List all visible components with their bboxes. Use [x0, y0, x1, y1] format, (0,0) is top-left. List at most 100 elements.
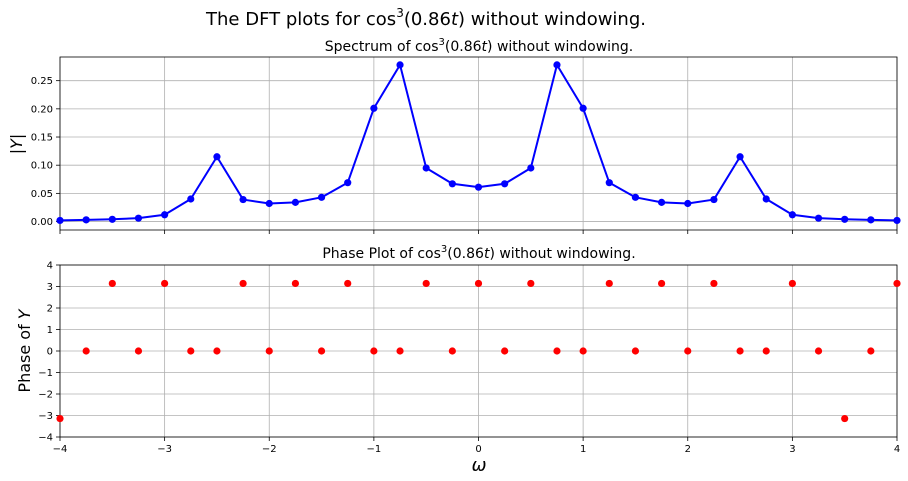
spectrum-point [631, 193, 640, 201]
phase-point [187, 347, 195, 355]
phase-point [814, 347, 823, 355]
phase-point [134, 347, 143, 355]
spectrum-point [474, 183, 483, 191]
spectrum-point [344, 179, 352, 187]
phase-point [710, 279, 718, 288]
spectrum-point [291, 198, 300, 206]
spectrum-point [605, 179, 613, 187]
spectrum-point [553, 61, 561, 69]
spectrum-point [448, 180, 456, 188]
x-tick-label: 3 [789, 444, 795, 455]
phase-point [553, 347, 561, 355]
phase-point [893, 279, 901, 288]
phase-axes: −4 −3 −2 −1 0 1 2 3 4 −4 −3 −2 −1 0 1 2 3 4 [38, 261, 900, 456]
y-tick-label: −4 [38, 433, 53, 444]
x-tick-label: −1 [367, 444, 382, 455]
spectrum-point [657, 198, 666, 206]
phase-point [422, 279, 430, 288]
spectrum-point [422, 164, 430, 172]
y-tick-label: 1 [47, 325, 53, 336]
phase-ylabel: Phase of Y [15, 308, 34, 392]
spectrum-point [213, 153, 221, 161]
x-tick-label: 4 [894, 444, 900, 455]
plot-frame [59, 264, 898, 438]
phase-point [265, 347, 273, 355]
phase-point [657, 279, 666, 288]
phase-point [841, 414, 849, 423]
phase-plot-title: Phase Plot of cos3(0.86t) without window… [322, 244, 635, 262]
y-tick-label: 0.00 [31, 217, 53, 228]
y-tick-label: 0.10 [31, 161, 53, 172]
phase-point [108, 279, 116, 288]
y-tick-label: 2 [47, 304, 53, 315]
phase-point [448, 347, 456, 355]
spectrum-point [501, 180, 509, 188]
phase-plot: Phase Plot of cos3(0.86t) without window… [15, 244, 901, 476]
spectrum-point [762, 195, 770, 203]
spectrum-point [736, 153, 744, 161]
spectrum-point [265, 199, 273, 208]
phase-point [474, 279, 483, 288]
spectrum-point [788, 211, 796, 219]
phase-point [867, 347, 875, 355]
phase-point [317, 347, 326, 355]
y-tick-label: −1 [38, 368, 53, 379]
spectrum-point [841, 215, 849, 223]
spectrum-point [82, 216, 90, 224]
spectrum-plot-title: Spectrum of cos3(0.86t) without windowin… [325, 37, 634, 55]
y-tick-label: −2 [38, 390, 53, 401]
spectrum-point [134, 214, 143, 222]
spectrum-point [814, 214, 823, 222]
y-tick-label: 3 [47, 282, 53, 293]
phase-point [56, 414, 64, 423]
spectrum-point [684, 199, 692, 208]
spectrum-point [867, 216, 875, 224]
phase-point [501, 347, 509, 355]
x-tick-label: 2 [685, 444, 691, 455]
phase-point [370, 347, 378, 355]
spectrum-plot: Spectrum of cos3(0.86t) without windowin… [7, 37, 901, 234]
x-tick-label: 0 [475, 444, 481, 455]
y-tick-label: 0.25 [31, 76, 53, 87]
spectrum-point [108, 215, 116, 223]
spectrum-point [396, 61, 404, 69]
spectrum-point [239, 195, 247, 204]
phase-point [344, 279, 352, 288]
y-tick-label: 0.20 [31, 104, 53, 115]
phase-point [396, 347, 404, 355]
phase-point [527, 279, 535, 288]
figure-title: The DFT plots for cos3(0.86t) without wi… [205, 6, 646, 30]
phase-point [631, 347, 640, 355]
phase-point [788, 279, 796, 288]
phase-point [736, 347, 744, 355]
spectrum-axes: 0.00 0.05 0.10 0.15 0.20 0.25 [31, 56, 898, 234]
spectrum-point [893, 216, 901, 225]
phase-point [213, 347, 221, 355]
phase-point [161, 279, 169, 288]
phase-point [239, 279, 247, 288]
spectrum-point [161, 211, 169, 219]
spectrum-series [56, 61, 901, 225]
phase-point [605, 279, 613, 288]
spectrum-point [370, 104, 378, 112]
spectrum-ylabel: |Y| [7, 134, 26, 155]
phase-point [82, 347, 90, 355]
spectrum-point [579, 104, 587, 112]
phase-point [762, 347, 770, 355]
x-tick-label: −3 [157, 444, 172, 455]
x-tick-label: 1 [580, 444, 586, 455]
phase-point [684, 347, 692, 355]
y-tick-label: 4 [47, 261, 53, 272]
y-tick-label: −3 [38, 411, 53, 422]
plot-frame [59, 56, 898, 231]
x-tick-label: −4 [53, 444, 68, 455]
y-tick-label: 0.15 [31, 133, 53, 144]
spectrum-point [710, 195, 718, 204]
spectrum-point [187, 195, 195, 203]
phase-series [56, 279, 901, 423]
phase-xlabel: ω [471, 455, 486, 476]
spectrum-point [527, 164, 535, 172]
y-tick-label: 0.05 [31, 189, 53, 200]
x-tick-label: −2 [262, 444, 277, 455]
